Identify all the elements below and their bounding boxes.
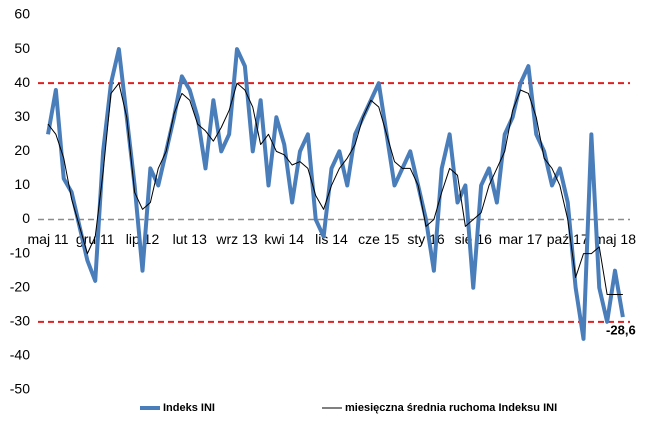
y-tick-label: -40	[10, 347, 30, 363]
x-tick-label: sie 16	[455, 231, 493, 247]
y-tick-label: -50	[10, 381, 30, 397]
legend-label: Indeks INI	[163, 402, 215, 414]
y-tick-label: 10	[14, 176, 30, 192]
x-tick-label: sty 16	[407, 231, 445, 247]
legend-label: miesięczna średnia ruchoma Indeksu INI	[345, 402, 557, 414]
y-tick-label: 30	[14, 108, 30, 124]
x-tick-label: paź 17	[547, 231, 589, 247]
x-tick-label: lip 12	[126, 231, 160, 247]
y-tick-label: 0	[22, 210, 30, 226]
x-tick-label: maj 11	[28, 231, 69, 247]
x-tick-label: kwi 14	[264, 231, 304, 247]
y-tick-label: -20	[10, 278, 30, 294]
x-tick-label: cze 15	[358, 231, 399, 247]
x-tick-label: lut 13	[173, 231, 207, 247]
x-tick-label: wrz 13	[215, 231, 257, 247]
y-tick-label: -30	[10, 313, 30, 329]
x-tick-label: gru 11	[76, 231, 115, 247]
y-tick-label: -10	[10, 244, 30, 260]
y-tick-label: 60	[14, 6, 30, 22]
x-tick-label: maj 18	[594, 231, 636, 247]
y-tick-label: 50	[14, 40, 30, 56]
data-label: -28,6	[606, 322, 636, 337]
series-line	[46, 47, 625, 341]
y-tick-label: 40	[14, 74, 30, 90]
y-tick-label: 20	[14, 142, 30, 158]
series-line	[47, 82, 623, 296]
x-tick-label: mar 17	[499, 231, 543, 247]
